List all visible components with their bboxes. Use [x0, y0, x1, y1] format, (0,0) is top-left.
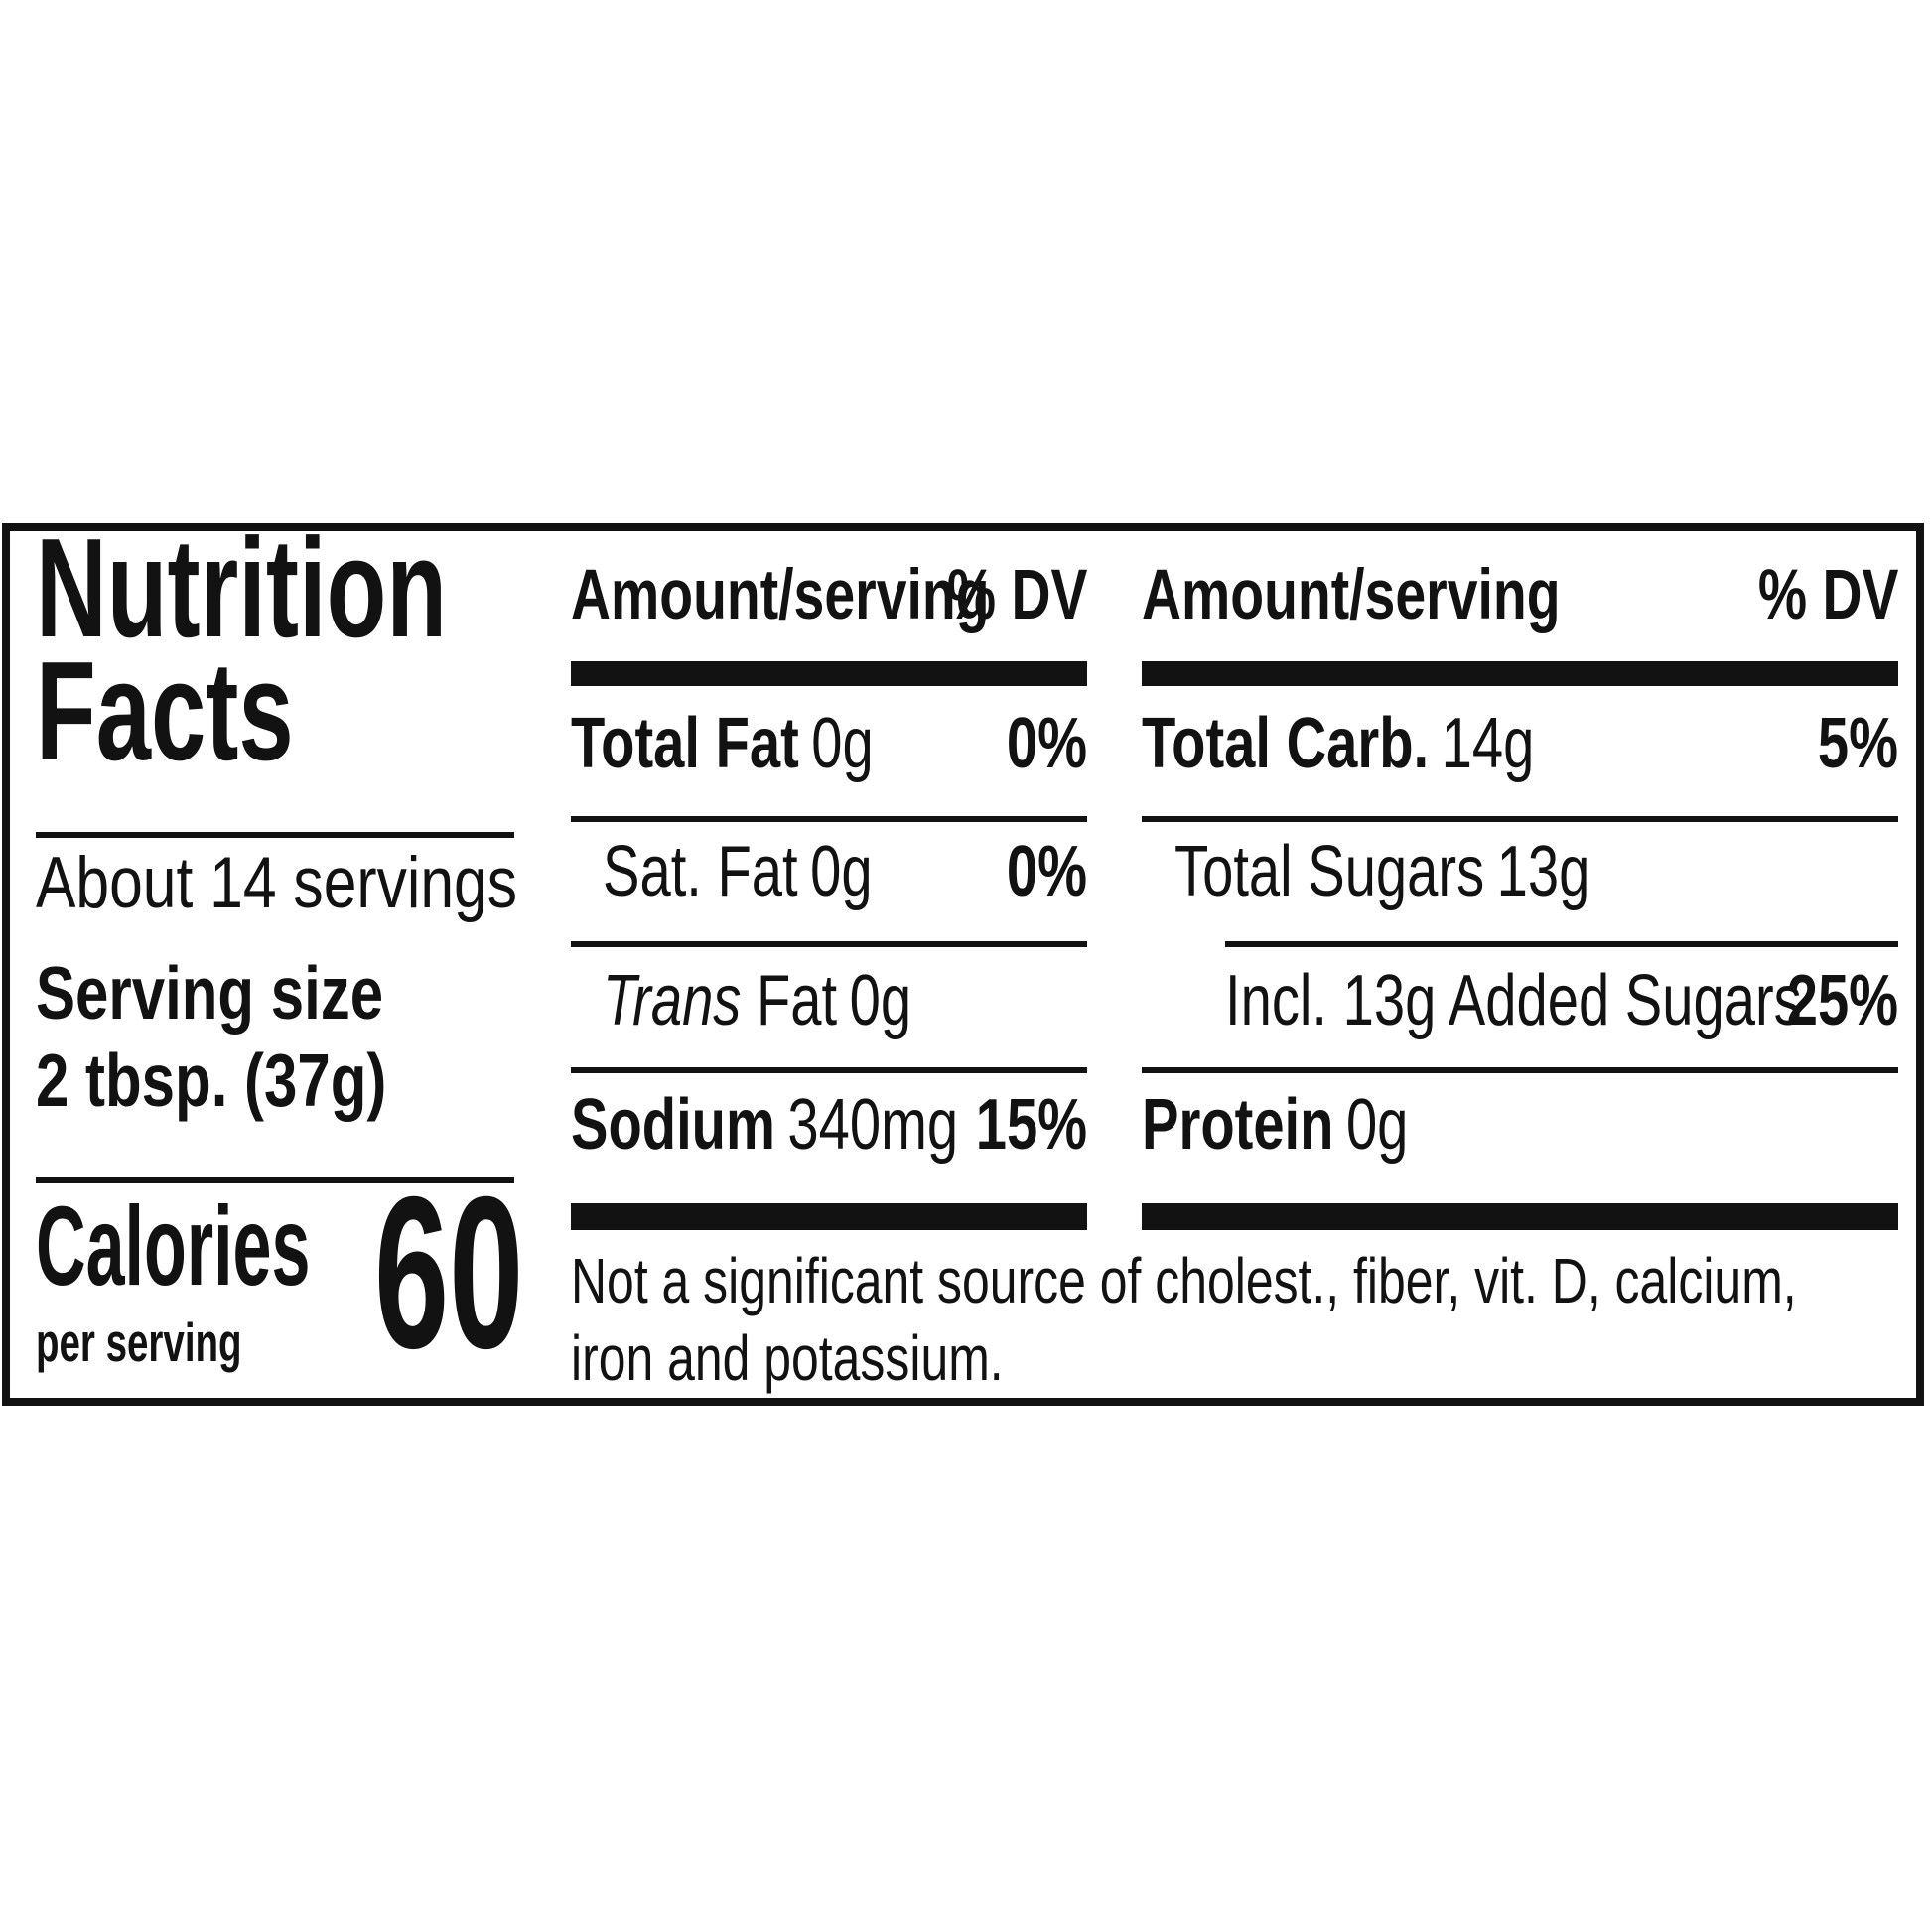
thick-bar — [571, 1203, 1087, 1230]
amount-serving-header: Amount/serving — [571, 556, 990, 634]
servings-count: About 14 servings — [36, 843, 518, 923]
calories-per-serving-label: per serving — [36, 1311, 242, 1373]
amount-serving-header: Amount/serving — [1142, 556, 1561, 634]
footnote-line2: iron and potassium. — [571, 1322, 1004, 1394]
nutrient-name: Incl. 13g Added Sugars — [1225, 961, 1802, 1040]
nutrient-name: Protein — [1142, 1085, 1334, 1165]
nutrient-name: Total Sugars — [1174, 832, 1485, 911]
divider-indented — [1225, 941, 1898, 947]
nutrient-dv: 15% — [975, 1085, 1087, 1165]
thick-bar — [571, 661, 1087, 686]
nutrient-value: 13g — [1496, 832, 1590, 911]
nutrient-name: Sodium — [571, 1085, 775, 1165]
nutrient-name-italic: Trans — [603, 961, 742, 1040]
nutrient-dv: 5% — [1817, 704, 1898, 783]
middle-column: Amount/serving % DV Total Fat 0g 0% Sat. … — [571, 531, 1087, 1398]
nutrient-dv: 0% — [1006, 704, 1087, 783]
divider — [571, 1067, 1087, 1073]
footnote: Not a significant source of cholest., fi… — [571, 1242, 1908, 1397]
percent-dv-header: % DV — [946, 556, 1087, 634]
nutrient-name: Total Fat — [571, 704, 799, 783]
nutrient-dv: 0% — [1006, 832, 1087, 911]
divider — [36, 832, 514, 838]
divider — [1142, 1067, 1898, 1073]
divider — [36, 1177, 514, 1183]
nutrient-name: Sat. Fat — [603, 832, 798, 911]
nutrient-dv: 25% — [1786, 961, 1898, 1040]
percent-dv-header: % DV — [1757, 556, 1898, 634]
nutrient-value: 0g — [811, 704, 874, 783]
nutrition-facts-panel: Nutrition Facts About 14 servings Servin… — [2, 518, 1924, 1406]
serving-size-label: Serving size — [36, 951, 384, 1035]
thick-bar — [1142, 661, 1898, 686]
calories-label: Calories — [36, 1183, 311, 1309]
thick-bar — [1142, 1203, 1898, 1230]
divider — [1142, 816, 1898, 822]
nutrient-value: 0g — [810, 832, 873, 911]
nutrient-value: 0g — [1345, 1085, 1409, 1165]
nutrient-name: Total Carb. — [1142, 704, 1430, 783]
nutrition-facts-title-line2: Facts — [36, 632, 294, 790]
divider — [571, 941, 1087, 947]
right-column: Amount/serving % DV Total Carb. 14g 5% To… — [1142, 531, 1898, 1398]
nutrient-value: 340mg — [787, 1085, 959, 1165]
nutrient-value: 0g — [849, 961, 912, 1040]
left-column: Nutrition Facts About 14 servings Servin… — [36, 518, 523, 1398]
calories-value: 60 — [374, 1153, 524, 1394]
nutrient-value: 14g — [1441, 704, 1535, 783]
nutrition-facts-title-line1: Nutrition — [36, 509, 448, 667]
nutrient-name: Fat — [741, 961, 838, 1040]
serving-size-value: 2 tbsp. (37g) — [36, 1038, 387, 1122]
divider — [571, 816, 1087, 822]
footnote-line1: Not a significant source of cholest., fi… — [571, 1245, 1797, 1316]
